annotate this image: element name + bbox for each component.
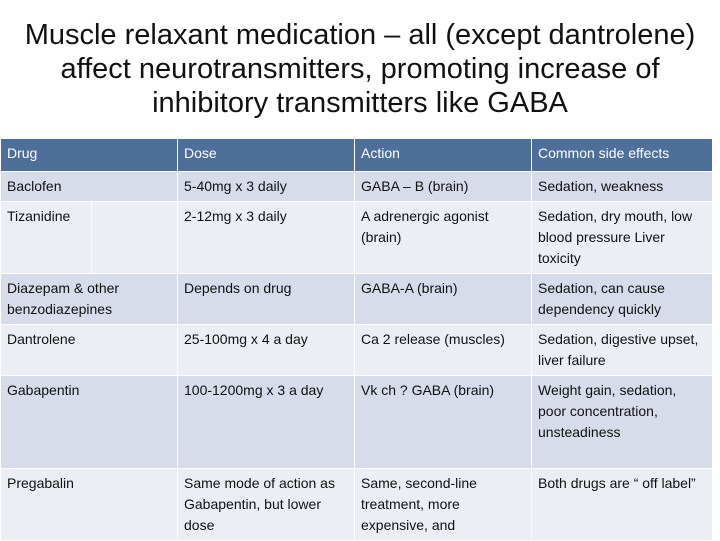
side-effects-cell: Both drugs are “ off label” [531, 468, 713, 541]
drug-cell: Gabapentin [0, 375, 178, 469]
header-dose: Dose [177, 138, 355, 172]
side-effects-cell: Sedation, can cause dependency quickly [531, 273, 713, 325]
action-cell: GABA-A (brain) [354, 273, 532, 325]
drug-cell: Diazepam & other benzodiazepines [0, 273, 178, 325]
slide-title: Muscle relaxant medication – all (except… [24, 19, 696, 119]
action-cell: Same, second-line treatment, more expens… [354, 468, 532, 541]
header-action: Action [354, 138, 532, 172]
table-row: Dantrolene 25-100mg x 4 a day Ca 2 relea… [0, 324, 713, 376]
drug-cell: Dantrolene [0, 324, 178, 376]
table-header-row: Drug Dose Action Common side effects [0, 138, 713, 172]
action-cell: A adrenergic agonist (brain) [354, 201, 532, 274]
cell-divider [91, 202, 92, 273]
dose-cell: 2-12mg x 3 daily [177, 201, 355, 274]
drug-cell-container: Tizanidine [0, 201, 178, 274]
header-side-effects: Common side effects [531, 138, 713, 172]
table-row: Diazepam & other benzodiazepines Depends… [0, 273, 713, 325]
table-row: Pregabalin Same mode of action as Gabape… [0, 468, 713, 541]
action-cell: GABA – B (brain) [354, 171, 532, 202]
drug-cell: Baclofen [0, 171, 178, 202]
table-row: Tizanidine 2-12mg x 3 daily A adrenergic… [0, 201, 713, 274]
dose-cell: Same mode of action as Gabapentin, but l… [177, 468, 355, 541]
table-row: Gabapentin 100-1200mg x 3 a day Vk ch ? … [0, 375, 713, 469]
side-effects-cell: Sedation, digestive upset, liver failure [531, 324, 713, 376]
dose-cell: Depends on drug [177, 273, 355, 325]
action-cell: Ca 2 release (muscles) [354, 324, 532, 376]
drug-cell: Pregabalin [0, 468, 178, 541]
dose-cell: 25-100mg x 4 a day [177, 324, 355, 376]
drug-cell: Tizanidine [7, 208, 71, 224]
dose-cell: 5-40mg x 3 daily [177, 171, 355, 202]
medication-table: Drug Dose Action Common side effects Bac… [0, 138, 713, 541]
header-drug: Drug [0, 138, 178, 172]
side-effects-cell: Weight gain, sedation, poor concentratio… [531, 375, 713, 469]
dose-cell: 100-1200mg x 3 a day [177, 375, 355, 469]
table-row: Baclofen 5-40mg x 3 daily GABA – B (brai… [0, 171, 713, 202]
side-effects-cell: Sedation, dry mouth, low blood pressure … [531, 201, 713, 274]
side-effects-cell: Sedation, weakness [531, 171, 713, 202]
action-cell: Vk ch ? GABA (brain) [354, 375, 532, 469]
